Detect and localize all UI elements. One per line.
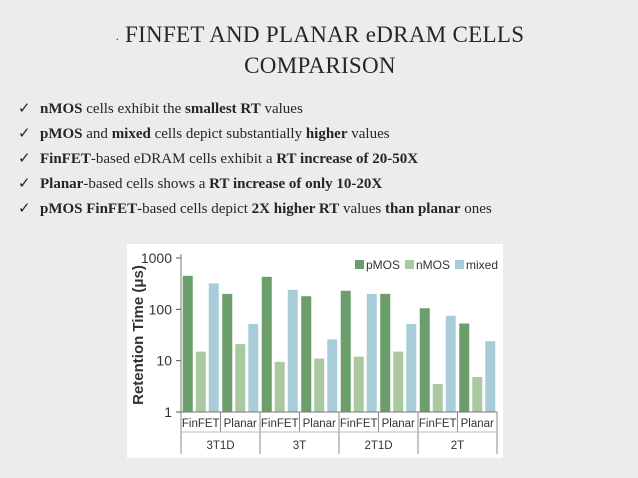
bar-nmos bbox=[432, 384, 443, 412]
x-category-label: FinFET bbox=[340, 418, 378, 430]
title-bullet: . bbox=[115, 29, 119, 44]
bullet-item: ✓ nMOS cells exhibit the smallest RT valu… bbox=[18, 96, 628, 121]
x-group-label: 3T1D bbox=[206, 440, 234, 452]
title-line-2: COMPARISON bbox=[244, 53, 396, 79]
x-category-label: Planar bbox=[382, 418, 415, 430]
x-category-label: Planar bbox=[303, 418, 336, 430]
legend-label: nMOS bbox=[416, 258, 450, 272]
bar-pmos bbox=[459, 323, 470, 412]
checkmark-icon: ✓ bbox=[18, 124, 31, 142]
bullet-text-part: FinFET bbox=[40, 151, 91, 167]
bar-mixed bbox=[248, 323, 259, 412]
bullet-text-part: and bbox=[82, 126, 112, 142]
bullet-text-part: -based cells depict bbox=[137, 201, 252, 217]
bullet-list: ✓ nMOS cells exhibit the smallest RT valu… bbox=[18, 96, 628, 221]
x-category-label: FinFET bbox=[182, 418, 220, 430]
bar-pmos bbox=[301, 296, 312, 412]
bar-mixed bbox=[208, 283, 219, 412]
x-group-label: 2T bbox=[451, 440, 464, 452]
bar-mixed bbox=[327, 339, 338, 412]
checkmark-icon: ✓ bbox=[18, 174, 31, 192]
bar-nmos bbox=[353, 356, 364, 412]
x-group-label: 3T bbox=[293, 440, 306, 452]
bullet-item: ✓ FinFET-based eDRAM cells exhibit a RT i… bbox=[18, 146, 628, 171]
bullet-text-part: pMOS FinFET bbox=[40, 201, 138, 217]
title-line-1: FINFET AND PLANAR eDRAM CELLS bbox=[125, 22, 525, 47]
chart-svg: Retention Time (μs) 1 10 100 1000 FinFET Plana… bbox=[130, 250, 498, 454]
bullet-text-part: -based cells shows a bbox=[83, 176, 210, 192]
y-axis-label: Retention Time (μs) bbox=[130, 265, 147, 405]
y-tick-label: 1000 bbox=[141, 250, 172, 266]
bar-nmos bbox=[472, 377, 483, 412]
bullet-item: ✓ Planar-based cells shows a RT increase … bbox=[18, 171, 628, 196]
bar-nmos bbox=[235, 344, 246, 412]
legend-swatch-mixed bbox=[455, 260, 464, 269]
bullet-item: ✓ pMOS FinFET-based cells depict 2X highe… bbox=[18, 196, 628, 221]
bar-nmos bbox=[274, 361, 285, 412]
bullet-text-part: values bbox=[347, 126, 390, 142]
checkmark-icon: ✓ bbox=[18, 199, 31, 217]
legend-label: pMOS bbox=[366, 258, 400, 272]
x-group-label: 2T1D bbox=[364, 440, 392, 452]
bar-pmos bbox=[340, 290, 351, 412]
y-tick-label: 100 bbox=[149, 301, 173, 317]
bar-pmos bbox=[419, 308, 430, 412]
legend-swatch-pmos bbox=[355, 260, 364, 269]
y-tick-label: 10 bbox=[156, 353, 172, 369]
bar-mixed bbox=[366, 293, 377, 412]
legend-label: mixed bbox=[466, 258, 498, 272]
bullet-text-part: than planar bbox=[385, 201, 461, 217]
bullet-text-part: cells depict substantially bbox=[150, 126, 306, 142]
retention-time-chart: Retention Time (μs) 1 10 100 1000 FinFET Plana… bbox=[127, 244, 503, 458]
y-tick-label: 1 bbox=[164, 404, 172, 420]
bullet-text-part: higher bbox=[305, 126, 348, 142]
bullet-text-part: values bbox=[260, 101, 303, 117]
bullet-text-part: RT increase of only 10-20X bbox=[209, 176, 383, 192]
bar-nmos bbox=[195, 351, 206, 412]
checkmark-icon: ✓ bbox=[18, 149, 31, 167]
x-category-label: Planar bbox=[224, 418, 257, 430]
bar-pmos bbox=[222, 293, 233, 412]
bullet-text-part: pMOS bbox=[40, 126, 83, 142]
bar-mixed bbox=[445, 315, 456, 412]
bullet-text-part: Planar bbox=[40, 176, 84, 192]
bar-pmos bbox=[380, 293, 391, 412]
bar-pmos bbox=[261, 276, 272, 412]
bullet-text-part: 2X higher RT bbox=[251, 201, 340, 217]
bar-nmos bbox=[314, 358, 325, 412]
x-category-label: FinFET bbox=[261, 418, 299, 430]
legend-swatch-nmos bbox=[405, 260, 414, 269]
x-category-label: FinFET bbox=[419, 418, 457, 430]
bullet-text-part: values bbox=[339, 201, 386, 217]
bar-nmos bbox=[393, 351, 404, 412]
bullet-text-part: -based eDRAM cells exhibit a bbox=[90, 151, 277, 167]
bar-pmos bbox=[182, 275, 193, 412]
slide-title: . FINFET AND PLANAR eDRAM CELLS COMPARISO… bbox=[60, 20, 580, 80]
bar-mixed bbox=[406, 323, 417, 412]
bullet-text-part: mixed bbox=[111, 126, 151, 142]
x-category-label: Planar bbox=[461, 418, 494, 430]
bullet-text-part: RT increase of 20-50X bbox=[276, 151, 419, 167]
checkmark-icon: ✓ bbox=[18, 99, 31, 117]
bar-mixed bbox=[287, 289, 298, 412]
bullet-text-part: cells exhibit the bbox=[82, 101, 185, 117]
bullet-text-part: ones bbox=[460, 201, 492, 217]
bullet-text-part: nMOS bbox=[40, 101, 83, 117]
bullet-text-part: smallest RT bbox=[185, 101, 261, 117]
bullet-item: ✓ pMOS and mixed cells depict substantial… bbox=[18, 121, 628, 146]
bar-mixed bbox=[485, 341, 496, 412]
